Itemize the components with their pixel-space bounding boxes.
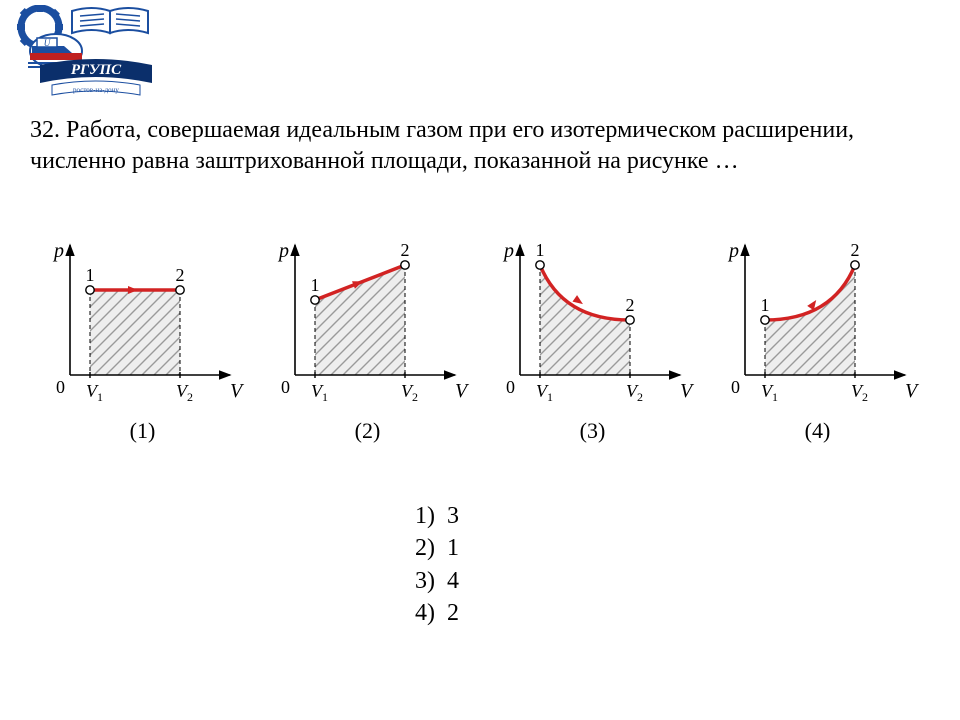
question-text: 32. Работа, совершаемая идеальным газом … <box>30 115 930 177</box>
logo-text: РГУПС <box>71 62 122 78</box>
figures-row: 12pV0V1V2 (1) 12pV0V1V2 (2) 12pV0V1V2 (3… <box>35 230 925 444</box>
figure-label-1: (1) <box>35 418 250 444</box>
svg-text:p: p <box>277 240 289 262</box>
svg-text:V: V <box>455 380 470 402</box>
book-icon <box>72 8 148 33</box>
figure-1: 12pV0V1V2 (1) <box>35 230 250 444</box>
svg-text:2: 2 <box>187 390 193 404</box>
svg-text:2: 2 <box>626 295 635 315</box>
svg-text:2: 2 <box>412 390 418 404</box>
logo-subtext: ростов-на-дону <box>73 86 119 94</box>
svg-text:2: 2 <box>637 390 643 404</box>
svg-text:2: 2 <box>851 240 860 260</box>
svg-text:p: p <box>502 240 514 262</box>
svg-text:2: 2 <box>401 240 410 260</box>
svg-text:1: 1 <box>536 240 545 260</box>
svg-text:0: 0 <box>281 377 290 397</box>
svg-text:p: p <box>727 240 739 262</box>
figure-label-4: (4) <box>710 418 925 444</box>
figure-label-2: (2) <box>260 418 475 444</box>
svg-text:1: 1 <box>311 275 320 295</box>
svg-text:V: V <box>905 380 920 402</box>
answer-list: 1) 3 2) 1 3) 4 4) 2 <box>415 500 459 630</box>
banner-icon: РГУПС ростов-на-дону <box>40 59 152 95</box>
figure-4: 12pV0V1V2 (4) <box>710 230 925 444</box>
svg-text:0: 0 <box>731 377 740 397</box>
figure-2: 12pV0V1V2 (2) <box>260 230 475 444</box>
svg-text:1: 1 <box>761 295 770 315</box>
svg-text:1: 1 <box>322 390 328 404</box>
svg-text:1: 1 <box>547 390 553 404</box>
svg-text:0: 0 <box>56 377 65 397</box>
logo-letter: U <box>44 38 51 48</box>
logo: U РГУПС ростов-на-дону <box>10 5 170 100</box>
answer-4: 4) 2 <box>415 597 459 629</box>
question-body: Работа, совершаемая идеальным газом при … <box>30 117 854 174</box>
svg-text:2: 2 <box>862 390 868 404</box>
svg-text:V: V <box>230 380 245 402</box>
question-number: 32. <box>30 117 60 143</box>
svg-text:1: 1 <box>86 265 95 285</box>
answer-3: 3) 4 <box>415 565 459 597</box>
answer-1: 1) 3 <box>415 500 459 532</box>
svg-text:2: 2 <box>176 265 185 285</box>
svg-text:1: 1 <box>97 390 103 404</box>
svg-text:V: V <box>680 380 695 402</box>
figure-3: 12pV0V1V2 (3) <box>485 230 700 444</box>
answer-2: 2) 1 <box>415 532 459 564</box>
svg-text:p: p <box>52 240 64 262</box>
figure-label-3: (3) <box>485 418 700 444</box>
svg-text:1: 1 <box>772 390 778 404</box>
svg-text:0: 0 <box>506 377 515 397</box>
